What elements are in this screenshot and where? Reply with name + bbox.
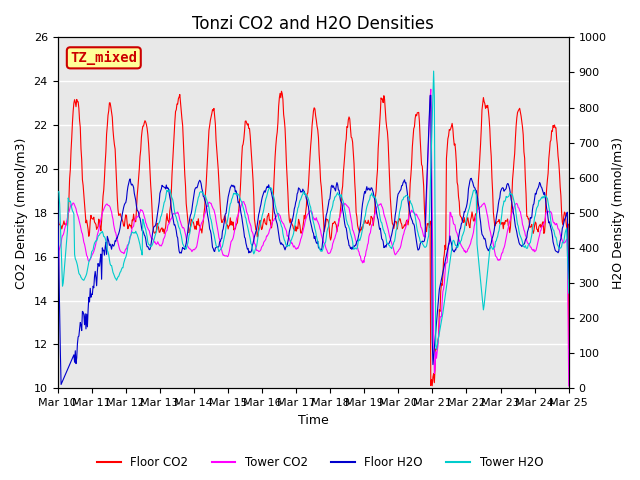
Y-axis label: CO2 Density (mmol/m3): CO2 Density (mmol/m3) <box>15 137 28 288</box>
Legend: Floor CO2, Tower CO2, Floor H2O, Tower H2O: Floor CO2, Tower CO2, Floor H2O, Tower H… <box>92 452 548 474</box>
Title: Tonzi CO2 and H2O Densities: Tonzi CO2 and H2O Densities <box>192 15 434 33</box>
X-axis label: Time: Time <box>298 414 328 427</box>
Y-axis label: H2O Density (mmol/m3): H2O Density (mmol/m3) <box>612 137 625 289</box>
Text: TZ_mixed: TZ_mixed <box>70 51 138 65</box>
